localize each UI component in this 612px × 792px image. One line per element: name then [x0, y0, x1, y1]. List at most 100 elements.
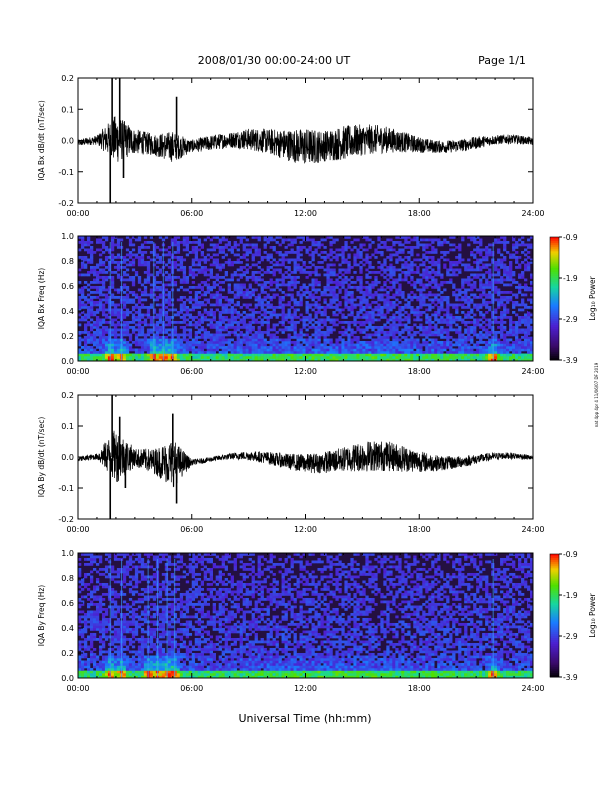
spectrogram-cell	[434, 273, 438, 277]
spectrogram-cell	[461, 306, 465, 309]
spectrogram-cell	[425, 321, 429, 324]
spectrogram-cell	[179, 348, 184, 352]
spectrogram-cell	[488, 273, 492, 277]
spectrogram-cell	[449, 313, 453, 317]
spectrogram-cell	[179, 258, 184, 262]
spectrogram-cell	[218, 351, 222, 354]
spectrogram-cell	[254, 303, 258, 307]
spectrogram-cell	[86, 293, 91, 297]
spectrogram-cell	[461, 258, 465, 262]
spectrogram-cell	[95, 328, 100, 332]
spectrogram-cell	[494, 281, 498, 284]
spectrogram-cell	[155, 356, 160, 359]
spectrogram-cell	[182, 301, 187, 304]
spectrogram-cell	[179, 261, 184, 264]
spectrogram-cell	[407, 331, 411, 334]
spectrogram-cell	[419, 283, 423, 287]
spectrogram-cell	[455, 341, 459, 344]
spectrogram-cell	[293, 276, 297, 279]
spectrogram-cell	[326, 358, 330, 362]
spectrogram-cell	[488, 358, 492, 362]
spectrogram-cell	[338, 271, 342, 274]
spectrogram-cell	[404, 266, 408, 269]
spectrogram-cell	[518, 351, 522, 354]
spectrogram-cell	[257, 348, 261, 352]
spectrogram-cell	[92, 281, 97, 284]
spectrogram-cell	[98, 258, 103, 262]
spectrogram-cell	[314, 326, 318, 329]
spectrogram-cell	[380, 341, 384, 344]
spectrogram-cell	[380, 343, 384, 347]
spectrogram-cell	[335, 248, 339, 252]
spectrogram-cell	[335, 283, 339, 287]
spectrogram-cell	[398, 323, 402, 327]
spectrogram-cell	[218, 331, 222, 334]
colorbar-swatch	[550, 263, 559, 267]
spectrogram-cell	[197, 336, 202, 339]
spectrogram-cell	[437, 238, 441, 242]
spectrogram-cell	[335, 358, 339, 362]
spectrogram-cell	[326, 353, 330, 357]
spectrogram-cell	[296, 353, 300, 357]
spectrogram-cell	[461, 338, 465, 342]
colorbar-swatch	[550, 288, 559, 291]
spectrogram-cell	[524, 293, 528, 297]
spectrogram-cell	[125, 293, 130, 297]
spectrogram-cell	[320, 238, 324, 242]
spectrogram-cell	[470, 326, 474, 329]
spectrogram-cell	[89, 338, 94, 342]
spectrogram-cell	[479, 251, 483, 254]
spectrogram-cell	[143, 288, 148, 292]
spectrogram-cell	[359, 278, 363, 282]
spectrogram-cell	[194, 263, 199, 267]
spectrogram-cell	[425, 271, 429, 274]
spectrogram-cell	[350, 343, 354, 347]
spectrogram-cell	[272, 311, 276, 314]
spectrogram-cell	[272, 246, 276, 249]
spectrogram-cell	[230, 263, 234, 267]
spectrogram-cell	[242, 318, 246, 322]
spectrogram-cell	[515, 356, 519, 359]
spectrogram-cell	[107, 301, 112, 304]
spectrogram-cell	[194, 251, 199, 254]
spectrogram-cell	[506, 331, 510, 334]
spectrogram-cell	[302, 358, 306, 362]
spectrogram-cell	[449, 261, 453, 264]
spectrogram-cell	[113, 296, 118, 299]
spectrogram-cell	[98, 331, 103, 334]
colorbar-swatch	[550, 284, 559, 287]
spectrogram-cell	[515, 346, 519, 349]
spectrogram-cell	[371, 253, 375, 257]
spectrogram-cell	[482, 351, 486, 354]
spectrogram-cell	[248, 286, 252, 289]
spectrogram-cell	[98, 353, 103, 357]
spectrogram-cell	[152, 253, 157, 257]
spectrogram-cell	[131, 358, 136, 362]
spectrogram-cell	[473, 313, 477, 317]
spectrogram-cell	[272, 288, 276, 292]
spectrogram-cell	[515, 241, 519, 244]
spectrogram-cell	[521, 261, 525, 264]
spectrogram-cell	[500, 258, 504, 262]
spectrogram-cell	[419, 311, 423, 314]
spectrogram-cell	[494, 278, 498, 282]
spectrogram-cell	[293, 333, 297, 337]
spectrogram-cell	[233, 326, 237, 329]
spectrogram-cell	[524, 266, 528, 269]
spectrogram-cell	[287, 311, 291, 314]
spectrogram-cell	[158, 308, 163, 312]
spectrogram-cell	[335, 348, 339, 352]
spectrogram-cell	[425, 351, 429, 354]
spectrogram-cell	[173, 356, 178, 359]
spectrogram-cell	[524, 306, 528, 309]
spectrogram-cell	[473, 286, 477, 289]
spectrogram-cell	[200, 326, 205, 329]
spectrogram-cell	[194, 326, 199, 329]
spectrogram-cell	[323, 353, 327, 357]
spectrogram-cell	[401, 291, 405, 294]
spectrogram-cell	[419, 323, 423, 327]
spectrogram-cell	[356, 278, 360, 282]
spectrogram-cell	[488, 338, 492, 342]
spectrogram-cell	[467, 276, 471, 279]
colorbar-swatch	[550, 267, 559, 271]
